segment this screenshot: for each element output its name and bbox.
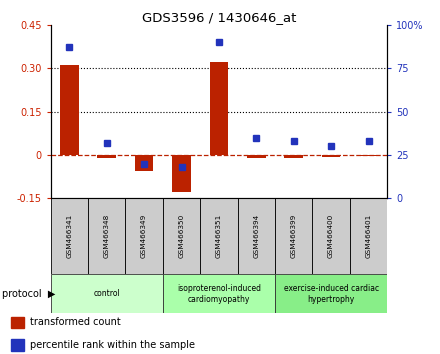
Text: isoproterenol-induced
cardiomyopathy: isoproterenol-induced cardiomyopathy	[177, 284, 261, 303]
Text: protocol  ▶: protocol ▶	[2, 289, 55, 299]
Text: GSM466341: GSM466341	[66, 214, 72, 258]
FancyBboxPatch shape	[125, 198, 163, 274]
FancyBboxPatch shape	[51, 198, 88, 274]
Bar	[135, 155, 154, 171]
Text: exercise-induced cardiac
hypertrophy: exercise-induced cardiac hypertrophy	[283, 284, 379, 303]
Text: GSM466399: GSM466399	[291, 214, 297, 258]
Bar	[284, 155, 303, 158]
Text: GSM466401: GSM466401	[366, 214, 371, 258]
Text: control: control	[93, 289, 120, 298]
Text: GSM466350: GSM466350	[179, 214, 184, 258]
Bar	[11, 316, 24, 328]
FancyBboxPatch shape	[275, 198, 312, 274]
Text: GSM466349: GSM466349	[141, 214, 147, 258]
FancyBboxPatch shape	[200, 198, 238, 274]
Bar	[172, 155, 191, 193]
FancyBboxPatch shape	[163, 198, 200, 274]
Text: GSM466400: GSM466400	[328, 214, 334, 258]
Bar	[359, 155, 378, 156]
FancyBboxPatch shape	[312, 198, 350, 274]
FancyBboxPatch shape	[163, 274, 275, 313]
FancyBboxPatch shape	[51, 274, 163, 313]
Bar	[322, 155, 341, 157]
Title: GDS3596 / 1430646_at: GDS3596 / 1430646_at	[142, 11, 296, 24]
Bar	[60, 65, 79, 155]
Text: GSM466394: GSM466394	[253, 214, 259, 258]
FancyBboxPatch shape	[350, 198, 387, 274]
Bar	[209, 62, 228, 155]
FancyBboxPatch shape	[275, 274, 387, 313]
Bar	[97, 155, 116, 158]
FancyBboxPatch shape	[88, 198, 125, 274]
Text: percentile rank within the sample: percentile rank within the sample	[29, 340, 194, 350]
FancyBboxPatch shape	[238, 198, 275, 274]
Text: transformed count: transformed count	[29, 317, 121, 327]
Text: GSM466348: GSM466348	[104, 214, 110, 258]
Bar	[11, 339, 24, 351]
Bar	[247, 155, 266, 158]
Text: GSM466351: GSM466351	[216, 214, 222, 258]
